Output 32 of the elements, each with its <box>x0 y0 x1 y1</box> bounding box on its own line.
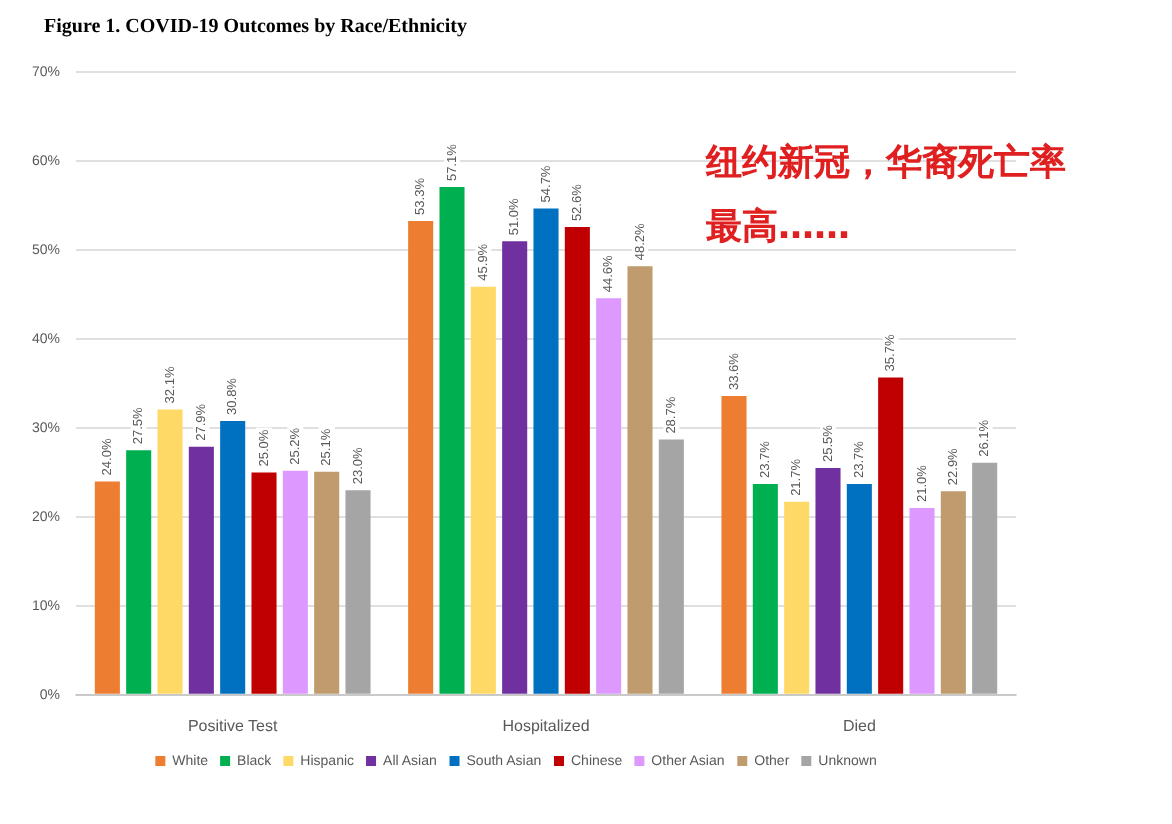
bar <box>972 462 998 694</box>
bar <box>752 484 778 694</box>
bar <box>157 409 183 694</box>
bar <box>627 266 653 694</box>
bar <box>721 396 747 694</box>
bar <box>408 220 434 694</box>
chart-title: Figure 1. COVID-19 Outcomes by Race/Ethnicity <box>44 16 469 42</box>
x-tick-label: Positive Test <box>187 716 279 735</box>
bar <box>314 471 340 694</box>
bar <box>470 286 496 694</box>
bar <box>658 439 684 694</box>
bar <box>126 450 152 694</box>
bar <box>439 187 465 694</box>
bar <box>846 484 872 694</box>
bar <box>784 501 810 694</box>
bar <box>564 227 590 694</box>
bar <box>596 298 622 694</box>
x-tick-label: Hospitalized <box>502 716 590 735</box>
bar <box>282 470 308 694</box>
bar <box>533 208 559 694</box>
bar <box>909 508 935 694</box>
bar <box>188 446 214 694</box>
bar <box>94 481 120 694</box>
bar <box>345 490 371 694</box>
bar <box>502 241 528 694</box>
bar <box>940 491 966 694</box>
annotation: 纽约新冠，华裔死亡率最高…… <box>706 140 1066 252</box>
bar <box>815 468 841 694</box>
bar <box>251 472 277 694</box>
bar <box>878 377 904 694</box>
x-tick-label: Died <box>842 716 876 735</box>
bar <box>220 420 246 694</box>
